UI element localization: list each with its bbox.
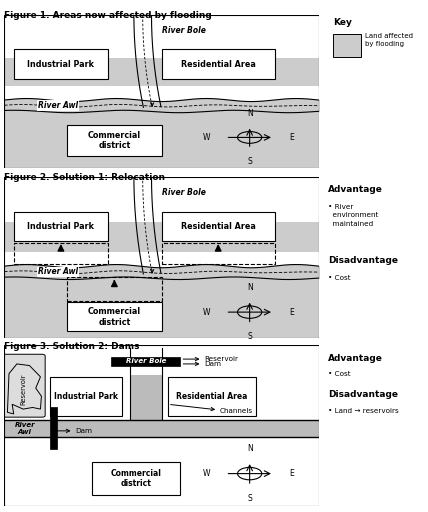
- Bar: [4, 87, 319, 104]
- Bar: [4, 420, 319, 437]
- Polygon shape: [7, 364, 42, 414]
- Text: River Bole: River Bole: [162, 188, 205, 197]
- Bar: [111, 357, 181, 366]
- Text: E: E: [289, 308, 294, 316]
- Text: Residential Area: Residential Area: [181, 60, 256, 69]
- Bar: [4, 251, 319, 271]
- Text: Reservoir: Reservoir: [20, 374, 26, 406]
- Text: W: W: [202, 308, 210, 316]
- FancyBboxPatch shape: [3, 354, 45, 417]
- Text: E: E: [289, 133, 294, 142]
- Bar: [130, 375, 162, 420]
- Text: Advantage: Advantage: [328, 353, 383, 362]
- Bar: [14, 49, 108, 79]
- Bar: [168, 377, 256, 416]
- Bar: [162, 49, 275, 79]
- Bar: [50, 408, 57, 450]
- Bar: [14, 212, 108, 241]
- Text: S: S: [247, 332, 252, 342]
- Text: Reservoir: Reservoir: [204, 356, 238, 362]
- Bar: [4, 177, 319, 222]
- Text: Industrial Park: Industrial Park: [27, 60, 95, 69]
- Text: River Awl: River Awl: [38, 101, 78, 110]
- Bar: [162, 212, 275, 241]
- Text: Dam: Dam: [75, 428, 92, 434]
- Bar: [50, 377, 122, 416]
- Text: N: N: [247, 444, 253, 453]
- Bar: [4, 15, 319, 58]
- Text: • River
  environment
  maintained: • River environment maintained: [328, 204, 378, 227]
- Text: W: W: [202, 133, 210, 142]
- Text: Channels: Channels: [220, 408, 253, 414]
- Text: Figure 3. Solution 2: Dams: Figure 3. Solution 2: Dams: [4, 342, 140, 351]
- Text: Advantage: Advantage: [328, 185, 383, 194]
- Text: Land affected
by flooding: Land affected by flooding: [366, 33, 413, 47]
- Text: N: N: [247, 283, 253, 292]
- Text: Industrial Park: Industrial Park: [27, 222, 95, 231]
- Text: Disadvantage: Disadvantage: [328, 390, 398, 399]
- Text: Residential Area: Residential Area: [181, 222, 256, 231]
- Text: N: N: [247, 109, 253, 118]
- Bar: [67, 276, 162, 301]
- Text: Dam: Dam: [204, 361, 221, 367]
- Bar: [67, 303, 162, 331]
- Text: Residential Area: Residential Area: [176, 392, 247, 401]
- Text: River Bole: River Bole: [162, 26, 205, 35]
- Bar: [333, 34, 361, 57]
- Text: • Cost: • Cost: [328, 371, 351, 377]
- Bar: [67, 125, 162, 156]
- Text: S: S: [247, 494, 252, 503]
- Bar: [162, 243, 275, 264]
- Text: Figure 2. Solution 1: Relocation: Figure 2. Solution 1: Relocation: [4, 173, 165, 182]
- Text: E: E: [289, 469, 294, 478]
- Text: Commercial
district: Commercial district: [88, 131, 141, 150]
- Text: Disadvantage: Disadvantage: [328, 256, 398, 265]
- Text: Commercial
district: Commercial district: [88, 307, 141, 327]
- Bar: [14, 243, 108, 264]
- Text: Figure 1. Areas now affected by flooding: Figure 1. Areas now affected by flooding: [4, 11, 212, 20]
- Text: Industrial Park: Industrial Park: [54, 392, 118, 401]
- Text: W: W: [202, 469, 210, 478]
- Text: S: S: [247, 157, 252, 166]
- Text: Commercial
district: Commercial district: [111, 469, 162, 488]
- Text: • Cost: • Cost: [328, 275, 351, 281]
- Text: Key: Key: [333, 18, 352, 27]
- Text: River
Awl: River Awl: [15, 422, 35, 435]
- Text: River Bole: River Bole: [126, 358, 166, 364]
- Bar: [92, 462, 181, 495]
- Text: • Land → reservoirs: • Land → reservoirs: [328, 408, 399, 414]
- Text: River Awl: River Awl: [38, 267, 78, 276]
